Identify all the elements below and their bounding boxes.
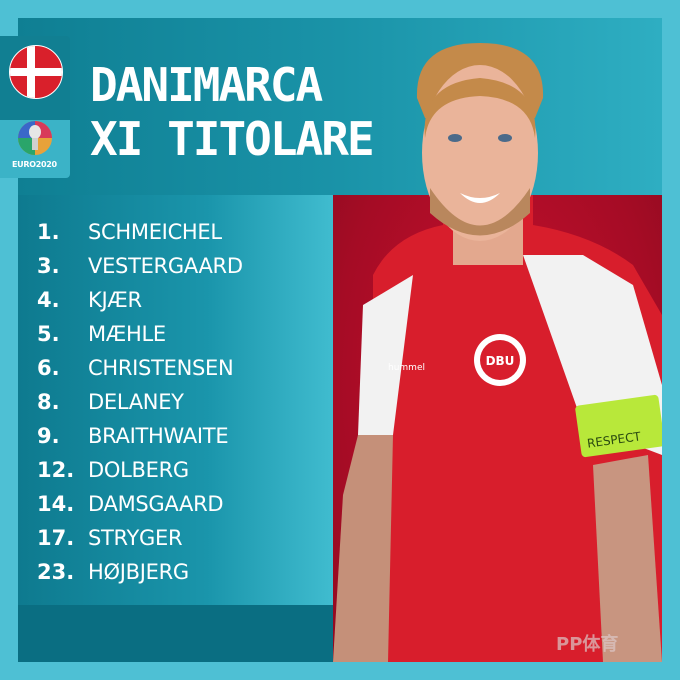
- player-name: DELANEY: [88, 390, 184, 414]
- player-number: 14.: [37, 492, 75, 516]
- player-name: CHRISTENSEN: [88, 356, 234, 380]
- player-head: [416, 43, 544, 241]
- lineup-row: 4. KJÆR: [37, 285, 243, 319]
- player-number: 23.: [37, 560, 75, 584]
- lineup-panel: [18, 195, 333, 605]
- player-number: 9.: [37, 424, 60, 448]
- lineup-row: 3. VESTERGAARD: [37, 251, 243, 285]
- player-name: HØJBJERG: [88, 560, 189, 584]
- euro2020-logo-text: EURO2020: [12, 160, 57, 169]
- player-name: STRYGER: [88, 526, 183, 550]
- lineup-row: 1. SCHMEICHEL: [37, 217, 243, 251]
- player-name: MÆHLE: [88, 322, 166, 346]
- player-number: 3.: [37, 254, 60, 278]
- crest-text: DBU: [486, 354, 515, 368]
- player-number: 8.: [37, 390, 60, 414]
- player-name: VESTERGAARD: [88, 254, 243, 278]
- player-photo: RESPECT DBU hummel: [333, 195, 662, 662]
- title-line-subtitle: XI TITOLARE: [90, 112, 375, 166]
- lineup-list: 1. SCHMEICHEL 3. VESTERGAARD 4. KJÆR 5. MÆHLE 6.…: [37, 217, 243, 591]
- bottom-band: [18, 605, 333, 662]
- player-number: 4.: [37, 288, 60, 312]
- denmark-flag-icon: [9, 45, 63, 99]
- captain-armband: [575, 394, 662, 458]
- jersey-sleeve-left: [358, 275, 413, 435]
- lineup-row: 23. HØJBJERG: [37, 557, 243, 591]
- lineup-row: 9. BRAITHWAITE: [37, 421, 243, 455]
- lineup-row: 12. DOLBERG: [37, 455, 243, 489]
- player-name: KJÆR: [88, 288, 142, 312]
- brand-logo: hummel: [388, 363, 425, 373]
- lineup-row: 8. DELANEY: [37, 387, 243, 421]
- player-name: DOLBERG: [88, 458, 189, 482]
- arm-right: [593, 455, 662, 662]
- page-title: DANIMARCA XI TITOLARE: [90, 58, 375, 166]
- player-name: SCHMEICHEL: [88, 220, 222, 244]
- player-number: 5.: [37, 322, 60, 346]
- lineup-row: 5. MÆHLE: [37, 319, 243, 353]
- arm-left: [333, 435, 393, 662]
- player-name: DAMSGAARD: [88, 492, 224, 516]
- lineup-row: 17. STRYGER: [37, 523, 243, 557]
- lineup-row: 14. DAMSGAARD: [37, 489, 243, 523]
- player-number: 6.: [37, 356, 60, 380]
- watermark: PP体育: [556, 634, 619, 655]
- player-name: BRAITHWAITE: [88, 424, 229, 448]
- lineup-row: 6. CHRISTENSEN: [37, 353, 243, 387]
- euro2020-trophy-icon: [18, 121, 52, 155]
- player-number: 12.: [37, 458, 75, 482]
- title-line-team: DANIMARCA: [90, 58, 323, 112]
- player-number: 1.: [37, 220, 60, 244]
- player-number: 17.: [37, 526, 75, 550]
